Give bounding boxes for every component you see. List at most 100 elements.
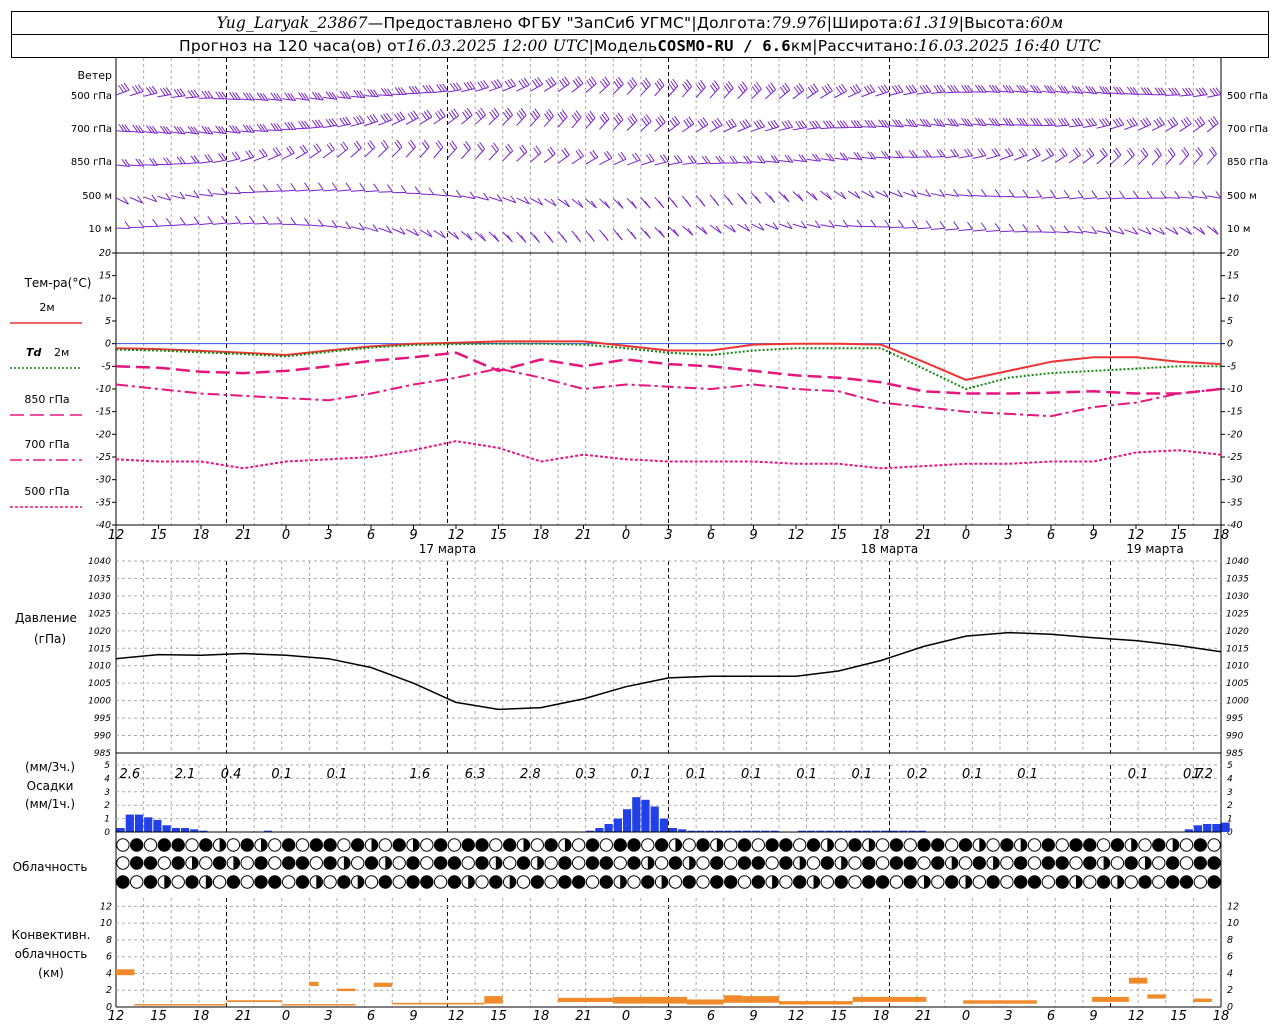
wind-barb-feather: [373, 183, 380, 192]
cloud-symbol: [130, 838, 144, 852]
wind-barb-feather: [1018, 148, 1025, 157]
cloud-symbol: [240, 875, 254, 889]
wind-barb-feather: [259, 92, 266, 101]
precip-bar: [641, 799, 650, 832]
wind-barb-shaft: [682, 162, 697, 165]
temp-series-t500: [115, 440, 1222, 470]
precip-bar: [880, 830, 889, 832]
cloud-symbol: [889, 875, 904, 889]
wind-barb-shaft: [958, 123, 973, 127]
wind-barb-feather: [256, 123, 263, 132]
conv-bar: [1147, 994, 1166, 999]
wind-barb-feather: [1115, 147, 1122, 156]
conv-tick-label: 6: [106, 952, 112, 963]
wind-barb-shaft: [1069, 231, 1084, 234]
cloud-symbol: [1207, 875, 1221, 889]
bottom-time-tick-label: 18: [193, 1009, 210, 1024]
wind-barb-feather: [387, 184, 393, 192]
wind-barb-shaft: [612, 119, 624, 131]
wind-barb-shaft: [516, 151, 528, 162]
wind-barb-shaft: [143, 196, 157, 203]
wind-barb-shaft: [917, 227, 932, 230]
wind-barb-feather: [520, 108, 527, 116]
cloud-symbol: [820, 875, 834, 889]
wind-barb-shaft: [516, 197, 530, 205]
wind-barb-feather: [342, 90, 349, 99]
precip-unit-3h: (мм/3ч.): [25, 760, 75, 774]
wind-barb-shaft: [323, 225, 338, 228]
wind-barb-feather: [469, 81, 476, 89]
wind-barb-feather: [311, 91, 318, 100]
wind-barb-feather: [124, 159, 131, 167]
wind-barb-feather: [870, 219, 877, 228]
cloud-symbol: [447, 875, 462, 889]
wind-barb-shaft: [1206, 153, 1217, 165]
longitude-value: 79.976: [771, 14, 827, 32]
wind-barb-shaft: [1096, 91, 1111, 95]
wind-barb-shaft: [1096, 124, 1111, 129]
wind-barb-feather: [1046, 85, 1053, 93]
bottom-time-tick-label: 3: [324, 1009, 332, 1024]
wind-barb-feather: [1088, 86, 1095, 94]
wind-barb-shaft: [336, 96, 351, 100]
wind-barb-feather: [892, 119, 898, 127]
cloud-symbol: [433, 838, 448, 852]
precip-bar: [116, 828, 125, 832]
wind-barb-feather: [994, 189, 1001, 197]
wind-barb-shaft: [364, 120, 379, 127]
wind-barb-feather: [1118, 117, 1125, 126]
wind-barb-shaft: [1124, 229, 1138, 235]
wind-barb-feather: [746, 155, 752, 164]
precip-bar: [816, 830, 825, 832]
time-tick-label: 21: [915, 528, 932, 543]
cloud-symbol-half: [385, 856, 392, 870]
wind-barb-shaft: [903, 91, 918, 96]
wind-barb-feather: [1091, 117, 1098, 126]
wind-barb-shaft: [364, 147, 376, 158]
wind-barb-feather: [714, 119, 720, 127]
wind-barb-feather: [1126, 149, 1133, 158]
wind-barb-feather: [426, 229, 433, 238]
wind-barb-feather: [162, 87, 169, 96]
precip-panel-title: Осадки: [27, 779, 74, 793]
precip-bar: [899, 830, 908, 832]
cloud-symbol: [185, 875, 199, 889]
cloud-symbol: [116, 838, 130, 852]
wind-barb-feather: [221, 215, 228, 224]
wind-barb-feather: [1104, 226, 1111, 235]
provider-text: Предоставлено ФГБУ "ЗапСиб УГМС": [383, 14, 692, 32]
wind-barb-feather: [741, 81, 748, 90]
wind-barb-shaft: [654, 161, 669, 166]
wind-barb-feather: [856, 120, 863, 128]
cloud-symbol: [917, 838, 931, 852]
conv-bar: [723, 995, 743, 1003]
wind-barb-shaft: [626, 120, 638, 131]
conv-bar: [281, 1004, 356, 1006]
wind-barb-feather: [408, 86, 415, 94]
wind-barb-shaft: [447, 147, 458, 159]
time-tick-label: 18: [193, 528, 210, 543]
wind-barb-feather: [880, 85, 887, 93]
precip-bar: [659, 818, 668, 832]
wind-barb-feather: [1215, 191, 1222, 199]
wind-barb-feather: [617, 112, 624, 121]
wind-barb-feather: [466, 232, 473, 241]
wind-barb-feather: [994, 147, 1001, 156]
cloud-symbol: [489, 838, 503, 852]
wind-barb-feather: [1077, 117, 1084, 126]
bottom-time-tick-label: 12: [448, 1009, 465, 1024]
wind-barb-feather: [510, 78, 517, 86]
wind-barb-feather: [314, 119, 321, 128]
cloud-symbol: [931, 838, 945, 852]
longitude-label: Долгота:: [696, 14, 772, 32]
wind-barb-feather: [1057, 85, 1064, 93]
cloud-symbol: [1083, 856, 1097, 870]
wind-level-label: 700 гПа: [71, 124, 112, 135]
wind-barb-feather: [329, 142, 335, 150]
wind-barb-feather: [245, 92, 252, 101]
wind-barb-shaft: [184, 131, 199, 135]
bottom-time-tick-label: 9: [409, 1009, 417, 1024]
cloud-symbol: [737, 875, 752, 889]
wind-barb-shaft: [709, 87, 720, 99]
cloud-symbol: [1207, 856, 1221, 870]
